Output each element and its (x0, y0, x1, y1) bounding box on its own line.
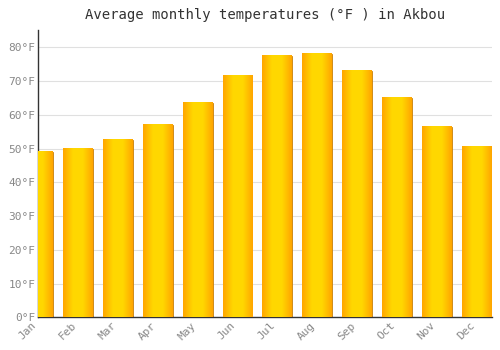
Bar (63, 149, 93, 317)
Title: Average monthly temperatures (°F ) in Akbou: Average monthly temperatures (°F ) in Ak… (85, 8, 445, 22)
Bar (382, 98, 412, 317)
Bar (422, 127, 452, 317)
Bar (302, 54, 332, 317)
Bar (262, 56, 292, 317)
Bar (342, 71, 372, 317)
Bar (462, 147, 492, 317)
Bar (143, 125, 172, 317)
Bar (103, 140, 133, 317)
Bar (182, 103, 212, 317)
Bar (222, 76, 252, 317)
Bar (23, 152, 53, 317)
